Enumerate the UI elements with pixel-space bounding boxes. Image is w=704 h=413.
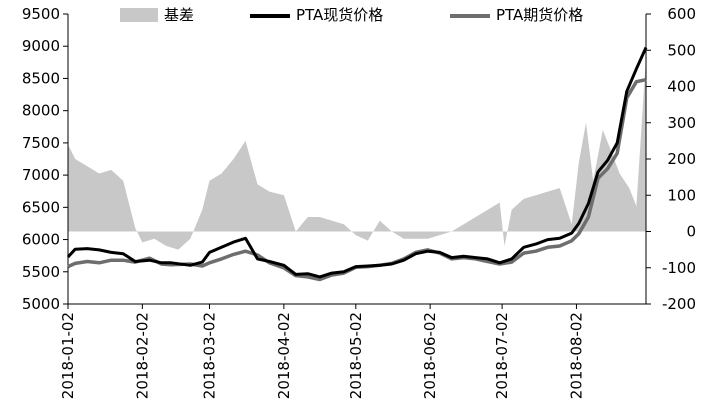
axes-layer: 5000550060006500700075008000850090009500… [22, 5, 696, 399]
right-tick-label: -100 [662, 259, 696, 277]
right-tick-label: 100 [667, 186, 696, 204]
right-tick-label: 300 [667, 114, 696, 132]
spot-price-line [66, 46, 648, 279]
left-tick-label: 7000 [22, 166, 60, 184]
right-tick-label: 200 [667, 150, 696, 168]
x-tick-label: 2018-03-02 [201, 312, 219, 399]
right-tick-label: -200 [662, 295, 696, 313]
left-tick-label: 7500 [22, 134, 60, 152]
legend-label-futures: PTA期货价格 [496, 6, 583, 24]
left-tick-label: 5000 [22, 295, 60, 313]
legend-swatch-basis [120, 8, 158, 22]
x-tick-label: 2018-05-02 [347, 312, 365, 399]
x-tick-label: 2018-06-02 [421, 312, 439, 399]
right-tick-label: 600 [667, 5, 696, 23]
left-tick-label: 5500 [22, 263, 60, 281]
basis-area [68, 57, 646, 250]
left-tick-label: 6500 [22, 198, 60, 216]
legend-label-basis: 基差 [164, 6, 194, 24]
left-tick-label: 9000 [22, 37, 60, 55]
right-tick-label: 0 [686, 223, 696, 241]
x-tick-label: 2018-01-02 [59, 312, 77, 399]
left-tick-label: 8000 [22, 102, 60, 120]
legend: 基差 PTA现货价格 PTA期货价格 [120, 6, 583, 24]
x-tick-label: 2018-04-02 [275, 312, 293, 399]
legend-label-spot: PTA现货价格 [296, 6, 383, 24]
x-tick-label: 2018-02-02 [133, 312, 151, 399]
price-lines-layer [66, 46, 648, 282]
x-tick-label: 2018-07-02 [493, 312, 511, 399]
x-tick-label: 2018-08-02 [567, 312, 585, 399]
left-tick-label: 9500 [22, 5, 60, 23]
right-tick-label: 400 [667, 78, 696, 96]
futures-price-line [67, 77, 647, 282]
left-tick-label: 8500 [22, 69, 60, 87]
right-tick-label: 500 [667, 41, 696, 59]
basis-area-layer [68, 57, 646, 250]
left-tick-label: 6000 [22, 231, 60, 249]
